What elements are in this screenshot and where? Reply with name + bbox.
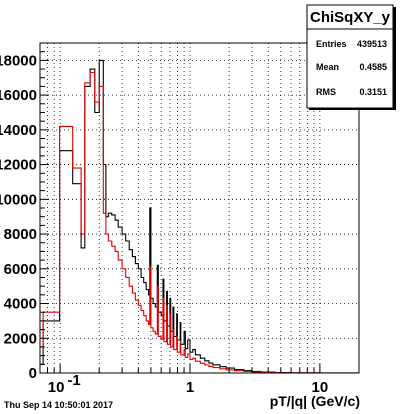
y-tick-label: 12000 (0, 157, 37, 174)
stats-title: ChiSqXY_y (310, 9, 391, 26)
stats-mean-key: Mean (316, 62, 339, 72)
stats-box: ChiSqXY_y Entries 439513 Mean 0.4585 RMS… (306, 4, 396, 110)
stats-entries-value: 439513 (357, 39, 387, 49)
y-tick-label: 8000 (4, 226, 37, 243)
axis-ticks (40, 51, 321, 374)
timestamp: Thu Sep 14 10:50:01 2017 (4, 400, 113, 410)
stats-rms-value: 0.3151 (359, 87, 387, 97)
x-axis-tick-labels: 10 -1 1 10 (48, 372, 328, 396)
stats-entries-key: Entries (316, 39, 347, 49)
y-tick-label: 4000 (4, 296, 37, 313)
x-tick-label: 10 (312, 379, 329, 396)
x-tick-label: 10 (48, 379, 65, 396)
x-axis-label: pT/|q| (GeV/c) (270, 393, 360, 409)
histogram-series-2 (40, 71, 359, 374)
y-tick-label: 16000 (0, 87, 37, 104)
y-tick-label: 10000 (0, 191, 37, 208)
y-axis-tick-labels: 0 2000 4000 6000 8000 10000 12000 14000 16000 180… (0, 52, 37, 382)
y-tick-label: 2000 (4, 330, 37, 347)
histogram-series-1 (40, 59, 359, 374)
x-tick-label-exponent: -1 (67, 372, 80, 389)
y-tick-label: 14000 (0, 122, 37, 139)
y-tick-label: 18000 (0, 52, 37, 69)
y-tick-label: 0 (29, 365, 37, 382)
histogram-series (40, 59, 359, 374)
stats-rms-key: RMS (316, 87, 336, 97)
x-tick-label: 1 (186, 379, 194, 396)
y-tick-label: 6000 (4, 261, 37, 278)
stats-mean-value: 0.4585 (359, 62, 387, 72)
